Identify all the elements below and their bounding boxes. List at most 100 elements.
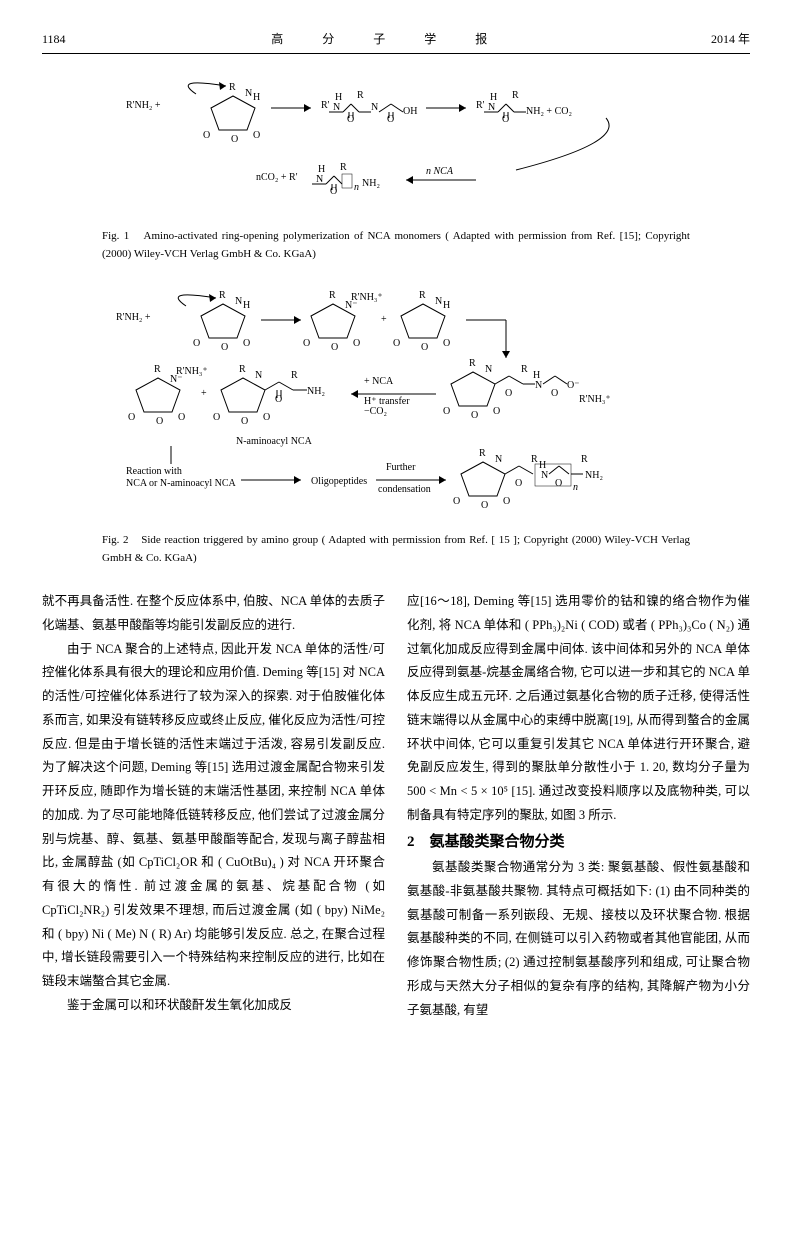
svg-text:Further: Further bbox=[386, 462, 416, 473]
f1-init: R'NH₂ + bbox=[126, 100, 161, 111]
para-3-cont: 应[16～18], Deming 等[15] 选用零价的钴和镍的络合物作为催化剂… bbox=[407, 590, 750, 828]
journal-name: 高 分 子 学 报 bbox=[66, 28, 711, 51]
svg-text:R: R bbox=[419, 290, 426, 301]
svg-text:N: N bbox=[245, 88, 252, 99]
svg-text:R': R' bbox=[476, 100, 485, 111]
svg-text:O: O bbox=[555, 478, 562, 489]
svg-text:R: R bbox=[581, 454, 588, 465]
svg-text:R: R bbox=[469, 358, 476, 369]
svg-text:H: H bbox=[253, 92, 260, 103]
svg-text:N: N bbox=[435, 296, 442, 307]
svg-text:N: N bbox=[371, 102, 378, 113]
svg-text:R: R bbox=[291, 370, 298, 381]
svg-text:O: O bbox=[443, 338, 450, 349]
svg-text:R'NH₃⁺: R'NH₃⁺ bbox=[579, 394, 611, 405]
svg-text:O: O bbox=[453, 496, 460, 507]
svg-text:O: O bbox=[221, 342, 228, 353]
rxn-note-2: NCA or N-aminoacyl NCA bbox=[126, 478, 236, 489]
svg-text:O: O bbox=[503, 496, 510, 507]
svg-text:O: O bbox=[443, 406, 450, 417]
svg-text:−CO₂: −CO₂ bbox=[364, 406, 387, 417]
svg-text:+: + bbox=[381, 314, 387, 325]
rxn-note-1: Reaction with bbox=[126, 466, 182, 477]
svg-text:nCO₂ + R': nCO₂ + R' bbox=[256, 172, 298, 183]
svg-text:R: R bbox=[340, 162, 347, 173]
svg-text:R'NH₂ +: R'NH₂ + bbox=[116, 312, 151, 323]
svg-text:O: O bbox=[213, 412, 220, 423]
svg-text:O: O bbox=[263, 412, 270, 423]
svg-text:N: N bbox=[541, 470, 548, 481]
para-3-start: 鉴于金属可以和环状酸酐发生氧化加成反 bbox=[42, 994, 385, 1018]
svg-text:N⁻: N⁻ bbox=[345, 300, 358, 311]
svg-text:R: R bbox=[329, 290, 336, 301]
svg-text:R: R bbox=[219, 290, 226, 301]
svg-text:O: O bbox=[193, 338, 200, 349]
svg-text:O: O bbox=[353, 338, 360, 349]
svg-text:R: R bbox=[531, 454, 538, 465]
svg-text:O: O bbox=[493, 406, 500, 417]
svg-text:n: n bbox=[354, 182, 359, 193]
svg-text:O⁻: O⁻ bbox=[567, 380, 580, 391]
svg-text:O: O bbox=[421, 342, 428, 353]
svg-text:N: N bbox=[495, 454, 502, 465]
svg-text:N⁻: N⁻ bbox=[170, 374, 183, 385]
oligo-label: Oligopeptides bbox=[311, 476, 367, 487]
svg-text:R: R bbox=[521, 364, 528, 375]
svg-text:O: O bbox=[203, 130, 210, 141]
svg-text:R: R bbox=[512, 90, 519, 101]
section-2-heading: 2 氨基酸类聚合物分类 bbox=[407, 828, 750, 857]
svg-text:N: N bbox=[485, 364, 492, 375]
svg-text:O: O bbox=[303, 338, 310, 349]
svg-text:N: N bbox=[255, 370, 262, 381]
svg-text:R: R bbox=[239, 364, 246, 375]
svg-text:H: H bbox=[443, 300, 450, 311]
svg-text:O: O bbox=[156, 416, 163, 427]
para-2: 由于 NCA 聚合的上述特点, 因此开发 NCA 单体的活性/可控催化体系具有很… bbox=[42, 638, 385, 994]
svg-text:H: H bbox=[243, 300, 250, 311]
page-header: 1184 高 分 子 学 报 2014 年 bbox=[42, 28, 750, 54]
svg-text:NH₂ + CO₂: NH₂ + CO₂ bbox=[526, 106, 572, 117]
svg-text:R': R' bbox=[321, 100, 330, 111]
svg-text:O: O bbox=[231, 134, 238, 145]
svg-text:O: O bbox=[331, 342, 338, 353]
figure-2-caption: Fig. 2 Side reaction triggered by amino … bbox=[102, 531, 690, 568]
body-text: 就不再具备活性. 在整个反应体系中, 伯胺、NCA 单体的去质子化端基、氨基甲酸… bbox=[42, 590, 750, 1022]
svg-text:NH₂: NH₂ bbox=[307, 386, 325, 397]
svg-text:N: N bbox=[333, 102, 340, 113]
svg-text:O: O bbox=[481, 500, 488, 511]
svg-text:n NCA: n NCA bbox=[426, 166, 454, 177]
svg-text:R: R bbox=[154, 364, 161, 375]
svg-text:N: N bbox=[535, 380, 542, 391]
svg-text:O: O bbox=[505, 388, 512, 399]
figure-2-scheme: R'NH₂ + R H N O O O R R'NH₃⁺ N⁻ OOO + RH… bbox=[42, 286, 750, 525]
page-number-left: 1184 bbox=[42, 28, 66, 51]
svg-text:NH₂: NH₂ bbox=[585, 470, 603, 481]
figure-1-scheme: R'NH₂ + R H N O O O R' H N O R N O OH R'… bbox=[42, 72, 750, 221]
svg-text:N: N bbox=[235, 296, 242, 307]
svg-text:O: O bbox=[253, 130, 260, 141]
svg-text:OH: OH bbox=[403, 106, 417, 117]
svg-text:R: R bbox=[479, 448, 486, 459]
naminoacyl-label: N-aminoacyl NCA bbox=[236, 436, 313, 447]
svg-text:R: R bbox=[229, 82, 236, 93]
svg-text:N: N bbox=[488, 102, 495, 113]
svg-text:O: O bbox=[515, 478, 522, 489]
svg-text:+: + bbox=[201, 388, 207, 399]
svg-text:O: O bbox=[241, 416, 248, 427]
svg-text:O: O bbox=[393, 338, 400, 349]
svg-text:N: N bbox=[316, 174, 323, 185]
figure-1-caption: Fig. 1 Amino-activated ring-opening poly… bbox=[102, 227, 690, 264]
page-year-right: 2014 年 bbox=[711, 28, 750, 51]
para-4: 氨基酸类聚合物通常分为 3 类: 聚氨基酸、假性氨基酸和氨基酸-非氨基酸共聚物.… bbox=[407, 856, 750, 1022]
svg-text:n: n bbox=[573, 482, 578, 493]
svg-text:O: O bbox=[243, 338, 250, 349]
svg-text:O: O bbox=[128, 412, 135, 423]
svg-text:O: O bbox=[551, 388, 558, 399]
svg-text:R: R bbox=[357, 90, 364, 101]
svg-text:O: O bbox=[178, 412, 185, 423]
svg-text:NH₂: NH₂ bbox=[362, 178, 380, 189]
svg-text:+ NCA: + NCA bbox=[364, 376, 394, 387]
para-1: 就不再具备活性. 在整个反应体系中, 伯胺、NCA 单体的去质子化端基、氨基甲酸… bbox=[42, 590, 385, 638]
svg-text:condensation: condensation bbox=[378, 484, 431, 495]
svg-text:O: O bbox=[471, 410, 478, 421]
